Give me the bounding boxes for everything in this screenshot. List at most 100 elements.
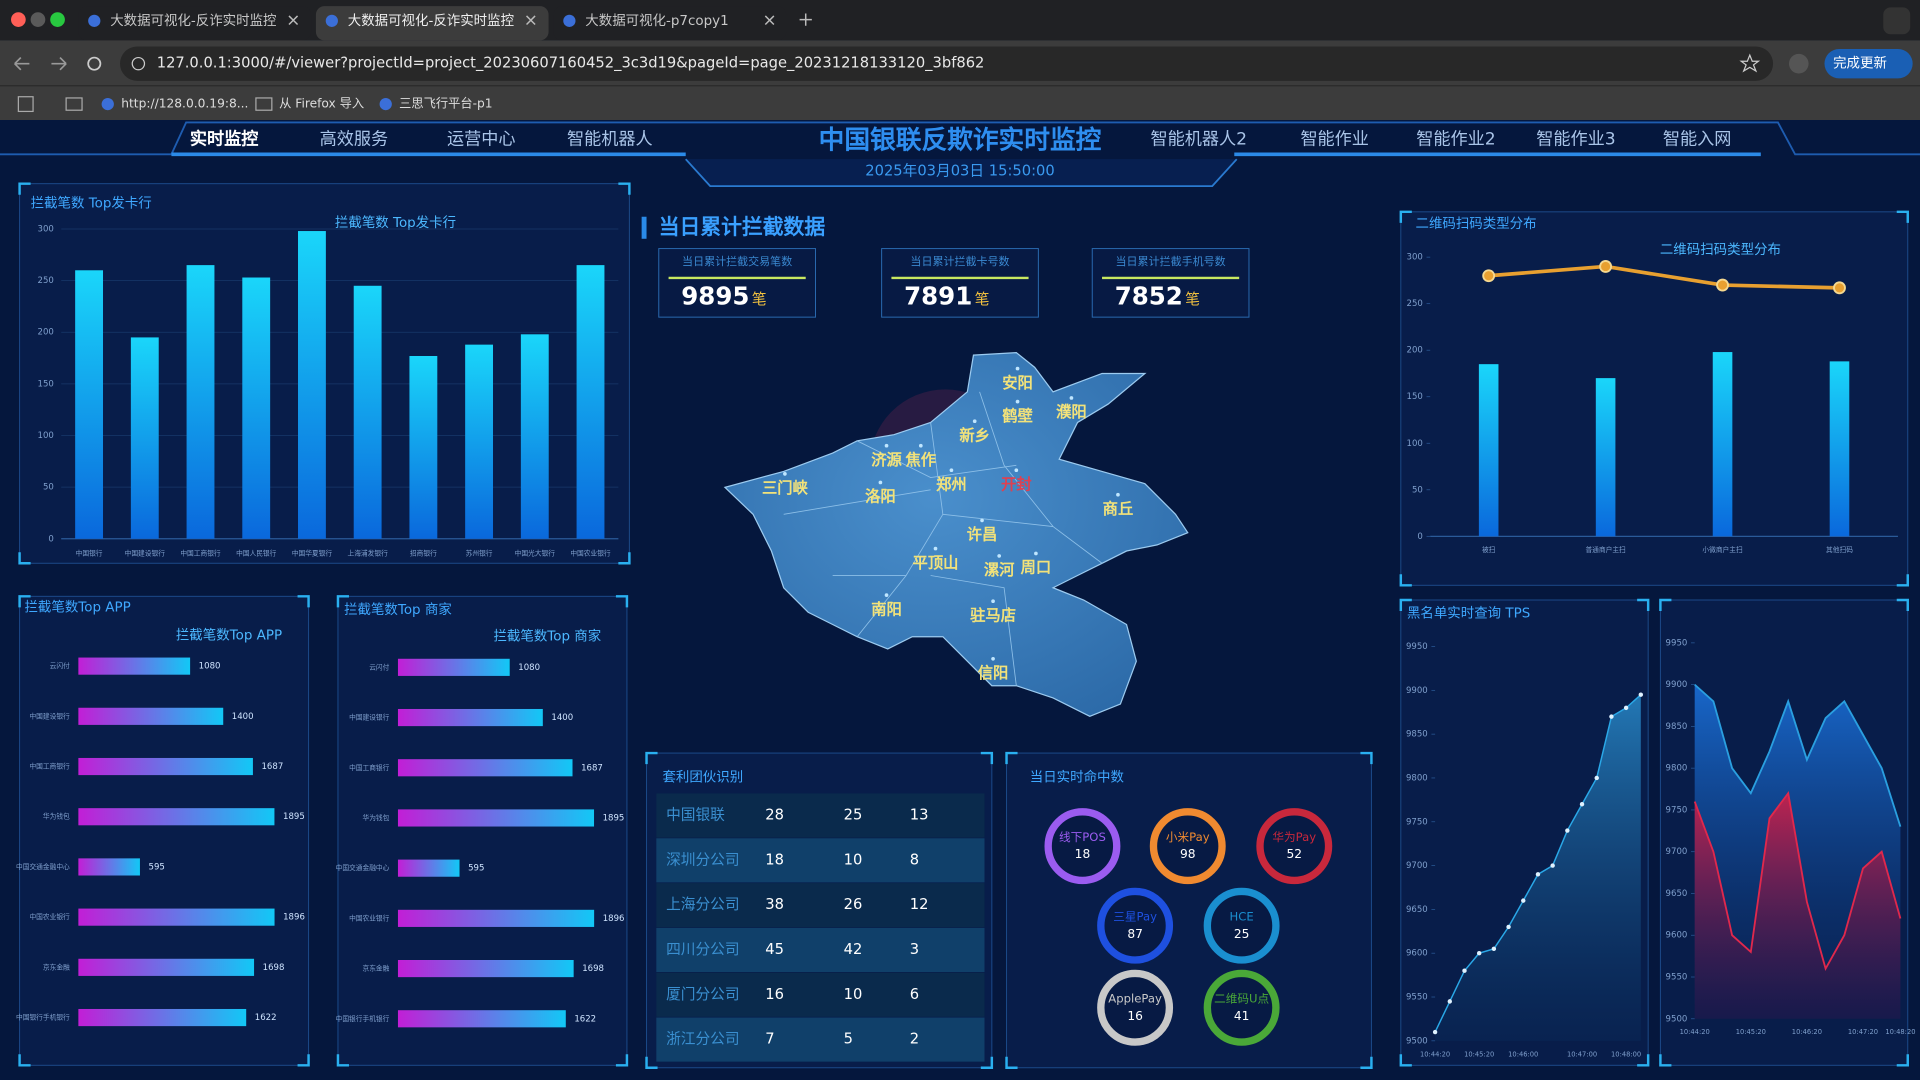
city-dot <box>1015 399 1020 404</box>
value-label: 1698 <box>582 964 604 974</box>
nav-item[interactable]: 实时监控 <box>190 129 258 150</box>
bar <box>78 908 275 926</box>
city-dot <box>783 472 787 476</box>
city-label: 商丘 <box>1103 500 1134 518</box>
bar <box>130 337 159 539</box>
city-label: 郑州 <box>936 475 967 493</box>
nav-item[interactable]: 高效服务 <box>320 130 388 150</box>
update-button[interactable] <box>1824 48 1913 79</box>
y-tick-label: 9550 <box>1666 973 1688 983</box>
city-label: 济源 <box>871 451 902 469</box>
bar <box>186 265 215 539</box>
y-tick-label: 9900 <box>1666 680 1688 690</box>
address-bar[interactable] <box>120 46 1774 81</box>
bookmark-icon <box>379 97 392 111</box>
profile[interactable] <box>1788 53 1809 74</box>
gauge-ring <box>1044 808 1121 885</box>
city-label: 安阳 <box>1002 374 1033 392</box>
city-dot <box>997 554 1002 558</box>
city-label: 驻马店 <box>970 606 1016 624</box>
reload[interactable] <box>87 56 102 71</box>
line <box>1488 264 1840 290</box>
city-label: 濮阳 <box>1056 403 1087 421</box>
gauge-ring <box>1149 808 1226 885</box>
table-cell: 26 <box>844 896 863 913</box>
stat-unit: 笔 <box>752 291 767 308</box>
value-label: 595 <box>149 862 165 872</box>
nav-item[interactable]: 智能作业2 <box>1416 130 1495 150</box>
table-cell: 13 <box>910 807 929 824</box>
y-tick-label: 9750 <box>1666 805 1688 815</box>
city-dot <box>1015 366 1020 371</box>
maximize-window[interactable] <box>50 12 65 27</box>
nav-item[interactable]: 智能机器人 <box>567 130 653 150</box>
table-cell: 6 <box>910 986 919 1003</box>
panel-corners <box>18 595 310 1067</box>
bar <box>78 858 140 876</box>
line-point <box>1833 281 1846 295</box>
value-label: 1895 <box>283 812 305 822</box>
tab-menu[interactable] <box>1883 7 1911 35</box>
bar <box>298 231 326 539</box>
city-label: 许昌 <box>967 526 998 544</box>
x-tick-label: 中国光大银行 <box>515 548 556 557</box>
line-point <box>1432 1029 1438 1035</box>
active-tab[interactable] <box>315 6 549 41</box>
x-tick-label: 10:45:20 <box>1464 1050 1494 1058</box>
url: 127.0.0.1:3000/#/viewer?projectId=projec… <box>157 55 985 72</box>
close-window[interactable] <box>11 12 26 27</box>
stat-value: 7891 <box>904 282 972 311</box>
tab-close-icons[interactable] <box>288 13 812 26</box>
city-label: 洛阳 <box>865 488 896 506</box>
y-tick-label: 云闪付 <box>369 662 389 671</box>
y-tick-label: 9800 <box>1406 773 1428 783</box>
map-borders <box>783 391 1103 686</box>
bookmark: http://128.0.0.19:8... <box>121 97 248 111</box>
nav-item[interactable]: 智能入网 <box>1663 130 1731 150</box>
nav-item[interactable]: 智能作业3 <box>1536 130 1615 150</box>
nav-item[interactable]: 智能机器人2 <box>1151 130 1248 150</box>
y-tick-label: 9950 <box>1406 642 1428 652</box>
city-label: 新乡 <box>959 426 990 444</box>
nav-buttons[interactable] <box>14 56 67 71</box>
minimize-window[interactable] <box>30 12 46 27</box>
value-label: 1400 <box>551 713 573 723</box>
city-dot <box>1014 468 1019 473</box>
y-tick-label: 华为钱包 <box>363 813 390 822</box>
line-point <box>1506 924 1511 930</box>
y-tick-label: 200 <box>38 328 54 338</box>
nav-item[interactable]: 智能作业 <box>1300 130 1369 150</box>
bar <box>1478 364 1499 537</box>
nav-item[interactable]: 运营中心 <box>447 130 515 150</box>
y-tick-label: 250 <box>1407 299 1423 309</box>
site-info[interactable] <box>131 56 146 71</box>
panel-corners <box>1659 598 1909 1067</box>
apps-icon[interactable] <box>17 96 34 113</box>
line-point <box>1638 692 1644 697</box>
y-tick-label: 京东金融 <box>43 962 70 971</box>
y-tick-label: 100 <box>38 431 54 441</box>
y-tick-label: 9950 <box>1666 638 1688 648</box>
gauge-value: 87 <box>1127 927 1143 941</box>
chart-title: 二维码扫码类型分布 <box>1660 242 1781 258</box>
x-tick-label: 中国华夏银行 <box>292 548 333 557</box>
bookmark-star[interactable] <box>1739 53 1761 73</box>
y-tick-label: 50 <box>43 483 54 493</box>
y-tick-label: 150 <box>1407 392 1423 402</box>
tab[interactable] <box>553 6 787 41</box>
folder-icon[interactable] <box>65 97 83 111</box>
y-tick-label: 9500 <box>1406 1036 1428 1046</box>
panel-title: 拦截笔数 Top发卡行 <box>31 195 152 211</box>
line-point <box>1476 950 1482 956</box>
city-dot <box>884 443 889 448</box>
x-tick-label: 上海浦发银行 <box>347 548 388 557</box>
y-tick-label: 9550 <box>1406 993 1428 1003</box>
y-tick-label: 中国交通金融中心 <box>16 862 70 871</box>
y-tick-label: 250 <box>38 276 54 286</box>
y-tick-label: 9800 <box>1666 764 1688 774</box>
folder-icon <box>255 97 273 111</box>
tab[interactable] <box>78 6 312 41</box>
table-cell: 5 <box>844 1031 853 1048</box>
bar <box>397 859 460 877</box>
